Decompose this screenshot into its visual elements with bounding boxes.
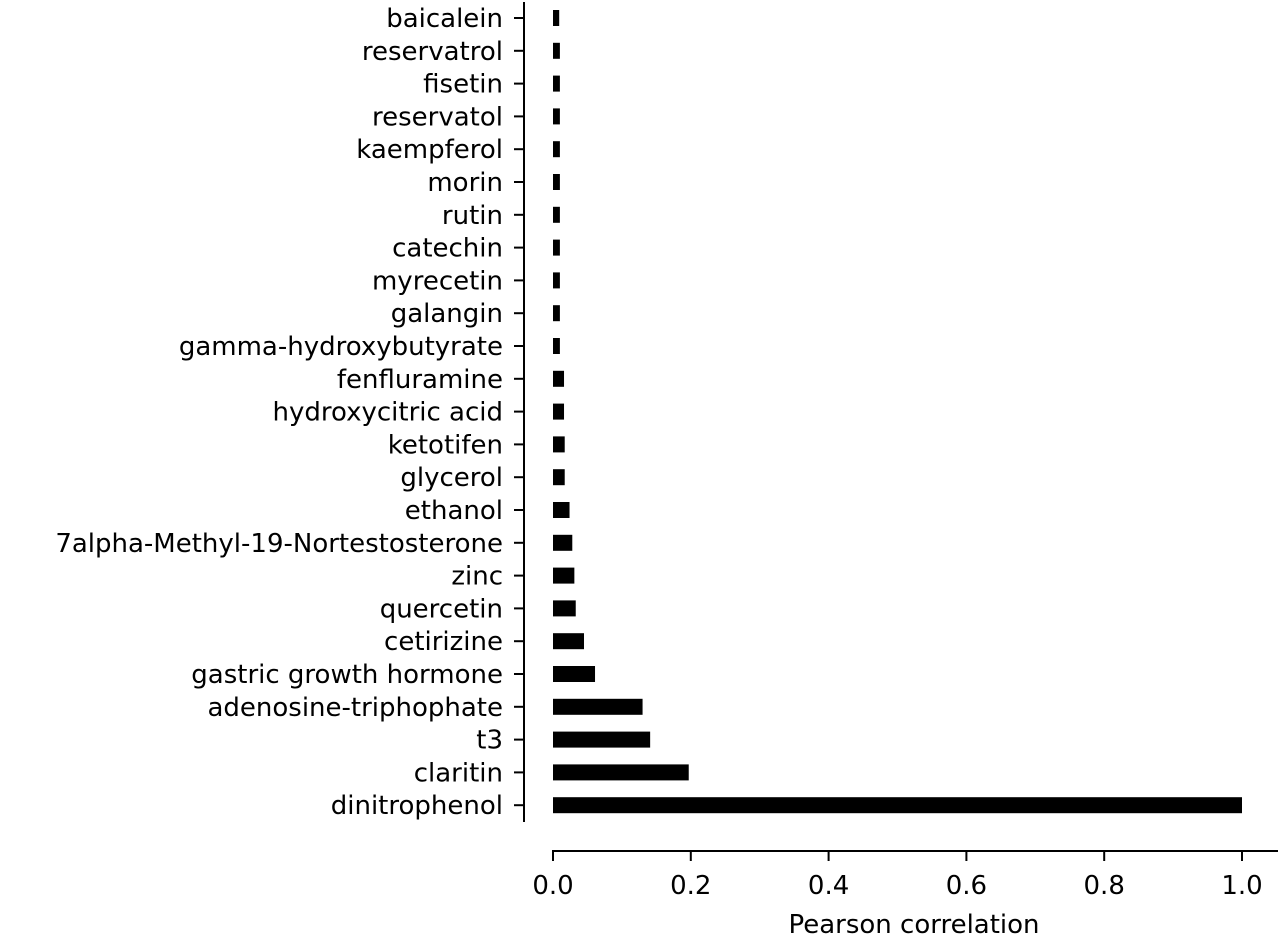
bar-baicalein xyxy=(553,10,560,26)
y-tick-label: adenosine-triphophate xyxy=(207,693,503,723)
x-ticks: 0.0 0.2 0.4 0.6 0.8 1.0 xyxy=(532,851,1263,901)
x-axis-title: Pearson correlation xyxy=(788,910,1039,937)
y-tick-label: 7alpha-Methyl-19-Nortestosterone xyxy=(55,529,503,559)
bar-cetirizine xyxy=(553,633,585,650)
y-tick-label: kaempferol xyxy=(356,135,503,165)
y-tick-label: cetirizine xyxy=(384,627,503,657)
bars-group xyxy=(553,10,1242,814)
bar-glycerol xyxy=(553,469,565,486)
x-tick-label: 1.0 xyxy=(1221,871,1262,901)
bar-catechin xyxy=(553,239,560,256)
bar-ketotifen xyxy=(553,436,565,453)
bar-adenosine-triphophate xyxy=(553,698,643,715)
x-tick-label: 0.8 xyxy=(1084,871,1125,901)
y-tick-label: claritin xyxy=(414,758,503,788)
y-tick-label: galangin xyxy=(391,299,503,329)
x-tick-label: 0.0 xyxy=(532,871,573,901)
x-tick-label: 0.2 xyxy=(670,871,711,901)
bar-rutin xyxy=(553,206,560,223)
y-tick-label: fisetin xyxy=(423,70,503,100)
bar-quercetin xyxy=(553,600,576,617)
y-tick-label: gastric growth hormone xyxy=(191,660,503,690)
x-tick-label: 0.4 xyxy=(808,871,849,901)
bar-galangin xyxy=(553,305,560,322)
y-tick-label: gamma-hydroxybutyrate xyxy=(179,332,503,362)
bar-ethanol xyxy=(553,502,570,518)
y-tick-label: myrecetin xyxy=(372,266,503,296)
bar-7alpha-methyl-19-nortestosterone xyxy=(553,534,573,551)
y-tick-label: baicalein xyxy=(386,4,503,34)
bar-t3 xyxy=(553,731,651,748)
y-tick-label: hydroxycitric acid xyxy=(272,398,503,428)
y-tick-label: catechin xyxy=(392,234,503,264)
y-tick-label: quercetin xyxy=(380,594,503,624)
bar-fenfluramine xyxy=(553,370,565,387)
bar-hydroxycitric-acid xyxy=(553,403,565,420)
y-tick-label: zinc xyxy=(451,562,503,592)
bar-kaempferol xyxy=(553,141,560,158)
y-tick-label: rutin xyxy=(442,201,503,231)
y-tick-label: ethanol xyxy=(405,496,503,526)
bar-dinitrophenol xyxy=(553,797,1242,814)
y-tick-label: glycerol xyxy=(400,463,503,493)
y-tick-label: ketotifen xyxy=(388,430,503,460)
bar-myrecetin xyxy=(553,272,560,289)
y-tick-labels: baicaleinreservatrolfisetinreservatolkae… xyxy=(55,4,524,821)
y-tick-label: dinitrophenol xyxy=(331,791,503,821)
bar-zinc xyxy=(553,567,575,584)
y-tick-label: fenfluramine xyxy=(337,365,503,395)
y-tick-label: reservatrol xyxy=(362,37,503,67)
y-tick-label: morin xyxy=(427,168,503,198)
x-tick-label: 0.6 xyxy=(946,871,987,901)
y-tick-label: reservatol xyxy=(372,102,503,132)
bar-morin xyxy=(553,174,560,190)
bar-fisetin xyxy=(553,75,560,92)
bar-claritin xyxy=(553,764,689,781)
bar-gastric-growth-hormone xyxy=(553,666,596,682)
bar-reservatol xyxy=(553,108,560,125)
y-tick-label: t3 xyxy=(476,726,503,756)
bar-reservatrol xyxy=(553,42,560,59)
bar-gamma-hydroxybutyrate xyxy=(553,338,560,354)
